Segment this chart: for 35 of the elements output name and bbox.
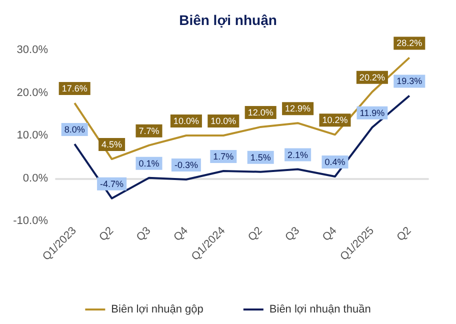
- y-tick-label: 30.0%: [16, 44, 48, 56]
- data-label: 10.0%: [173, 116, 199, 126]
- data-label: 20.2%: [359, 72, 385, 82]
- x-tick-label: Q3: [283, 224, 302, 244]
- data-label: -0.3%: [174, 160, 198, 170]
- data-label: 1.5%: [250, 152, 271, 162]
- y-tick-label: -10.0%: [13, 215, 48, 227]
- data-label: 10.0%: [210, 116, 236, 126]
- data-label: 0.1%: [138, 158, 160, 168]
- y-tick-label: 20.0%: [16, 86, 48, 99]
- x-tick-label: Q2: [246, 224, 265, 244]
- data-label: 2.1%: [288, 150, 308, 160]
- data-label: 10.2%: [322, 115, 348, 126]
- x-tick-label: Q4: [172, 224, 190, 244]
- x-tick-label: Q2: [394, 224, 414, 244]
- data-label: 7.7%: [138, 126, 160, 136]
- chart-title: Biên lợi nhuận: [179, 12, 277, 28]
- data-label: 19.3%: [396, 76, 422, 86]
- data-label: 4.5%: [102, 140, 122, 150]
- data-label: 0.4%: [324, 157, 346, 168]
- x-tick-label: Q4: [320, 224, 340, 244]
- y-tick-label: 10.0%: [16, 130, 48, 142]
- data-label: 12.9%: [285, 104, 311, 114]
- x-tick-label: Q3: [134, 224, 154, 244]
- x-tick-label: Q2: [97, 224, 116, 244]
- data-label: -4.7%: [100, 178, 124, 189]
- data-label: 1.7%: [213, 151, 234, 162]
- data-label: 12.0%: [248, 107, 274, 118]
- legend-label: Biên lợi nhuận thuần: [269, 304, 371, 316]
- y-tick-label: 0.0%: [22, 172, 48, 184]
- data-label: 8.0%: [64, 124, 85, 135]
- data-label: 11.9%: [360, 108, 385, 118]
- legend-label: Biên lợi nhuận gộp: [111, 304, 204, 316]
- data-label: 17.6%: [62, 84, 88, 94]
- data-label: 28.2%: [396, 38, 422, 48]
